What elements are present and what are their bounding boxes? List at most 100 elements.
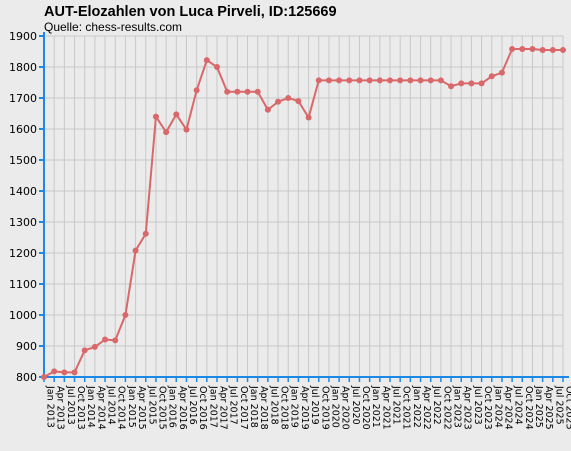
x-tick-label: Jul 2018 xyxy=(268,385,279,425)
data-point xyxy=(489,73,495,79)
data-point xyxy=(519,46,525,52)
y-tick-label: 1000 xyxy=(9,309,37,322)
data-point xyxy=(509,46,515,52)
data-point xyxy=(560,47,566,53)
y-axis-ticks: 8009001000110012001300140015001600170018… xyxy=(9,30,37,384)
x-tick-label: Apr 2014 xyxy=(95,386,106,430)
y-tick-label: 1100 xyxy=(9,278,37,291)
x-tick-label: Oct 2019 xyxy=(319,386,330,430)
x-tick-label: Jul 2021 xyxy=(391,385,402,425)
x-tick-label: Jan 2023 xyxy=(452,385,463,428)
x-tick-label: Jan 2017 xyxy=(207,385,218,428)
data-point xyxy=(102,336,108,342)
data-point xyxy=(407,77,413,83)
x-tick-label: Oct 2018 xyxy=(279,386,290,430)
x-tick-label: Apr 2024 xyxy=(502,386,513,430)
data-point xyxy=(529,46,535,52)
chart-subtitle: Quelle: chess-results.com xyxy=(44,20,182,34)
data-point xyxy=(61,369,67,375)
x-tick-label: Jul 2022 xyxy=(431,385,442,425)
data-point xyxy=(143,231,149,237)
x-tick-label: Jan 2019 xyxy=(289,385,300,428)
x-tick-label: Oct 2020 xyxy=(360,386,371,430)
x-tick-label: Jan 2022 xyxy=(411,385,422,428)
data-point xyxy=(122,312,128,318)
x-tick-label: Apr 2015 xyxy=(136,386,147,430)
y-tick-label: 1200 xyxy=(9,247,37,260)
data-point xyxy=(387,77,393,83)
y-tick-label: 900 xyxy=(16,340,37,353)
y-tick-label: 1700 xyxy=(9,92,37,105)
x-tick-label: Oct 2024 xyxy=(523,386,534,430)
x-tick-label: Apr 2016 xyxy=(177,386,188,430)
data-point xyxy=(418,77,424,83)
data-point xyxy=(204,57,210,63)
x-tick-label: Oct 2013 xyxy=(75,386,86,430)
x-tick-label: Jul 2016 xyxy=(187,385,198,425)
x-tick-label: Jan 2021 xyxy=(370,385,381,428)
y-tick-label: 1400 xyxy=(9,185,37,198)
data-point xyxy=(194,87,200,93)
data-point xyxy=(51,368,57,374)
data-point xyxy=(92,344,98,350)
data-point xyxy=(550,47,556,53)
x-tick-label: Oct 2016 xyxy=(197,386,208,430)
x-tick-label: Jul 2023 xyxy=(472,385,483,425)
axes xyxy=(39,32,569,382)
x-tick-label: Jan 2020 xyxy=(329,385,340,428)
x-tick-label: Apr 2023 xyxy=(462,386,473,430)
x-tick-label: Jul 2017 xyxy=(228,385,239,425)
data-point xyxy=(295,98,301,104)
x-tick-label: Jul 2024 xyxy=(513,385,524,425)
x-tick-label: Oct 2017 xyxy=(238,386,249,430)
x-tick-label: Apr 2025 xyxy=(543,386,554,430)
x-tick-label: Apr 2019 xyxy=(299,386,310,430)
x-tick-label: Apr 2018 xyxy=(258,386,269,430)
x-tick-label: Jan 2024 xyxy=(492,385,503,428)
data-point xyxy=(306,115,312,121)
data-point xyxy=(153,114,159,120)
data-point xyxy=(377,77,383,83)
data-point xyxy=(112,337,118,343)
y-tick-label: 1300 xyxy=(9,216,37,229)
data-point xyxy=(540,47,546,53)
data-point xyxy=(285,95,291,101)
data-point xyxy=(245,89,251,95)
x-tick-label: Apr 2022 xyxy=(421,386,432,430)
x-tick-label: Oct 2021 xyxy=(401,386,412,430)
data-point xyxy=(448,83,454,89)
x-tick-label: Jan 2015 xyxy=(126,385,137,428)
data-point xyxy=(163,129,169,135)
x-tick-label: Apr 2020 xyxy=(340,386,351,430)
x-tick-label: Jul 2019 xyxy=(309,385,320,425)
x-tick-label: Oct 2025 xyxy=(564,386,571,430)
data-point xyxy=(41,374,47,380)
data-point xyxy=(183,127,189,133)
data-point xyxy=(336,77,342,83)
data-point xyxy=(82,347,88,353)
data-point xyxy=(499,70,505,76)
data-point xyxy=(214,64,220,70)
x-tick-label: Jul 2020 xyxy=(350,385,361,425)
y-tick-label: 800 xyxy=(16,371,37,384)
x-tick-label: Apr 2013 xyxy=(55,386,66,430)
x-tick-label: Jan 2018 xyxy=(248,385,259,428)
x-tick-label: Oct 2022 xyxy=(441,386,452,430)
x-tick-label: Jul 2015 xyxy=(146,385,157,425)
data-point xyxy=(173,111,179,117)
data-point xyxy=(458,80,464,86)
data-point xyxy=(224,89,230,95)
x-tick-label: Jul 2025 xyxy=(553,385,564,425)
data-point xyxy=(133,248,139,254)
x-tick-label: Jan 2014 xyxy=(85,385,96,428)
x-tick-label: Jan 2016 xyxy=(167,385,178,428)
data-point xyxy=(428,77,434,83)
data-point xyxy=(367,77,373,83)
data-point xyxy=(265,107,271,113)
data-point xyxy=(275,99,281,105)
y-tick-label: 1500 xyxy=(9,154,37,167)
x-tick-label: Jul 2013 xyxy=(65,385,76,425)
